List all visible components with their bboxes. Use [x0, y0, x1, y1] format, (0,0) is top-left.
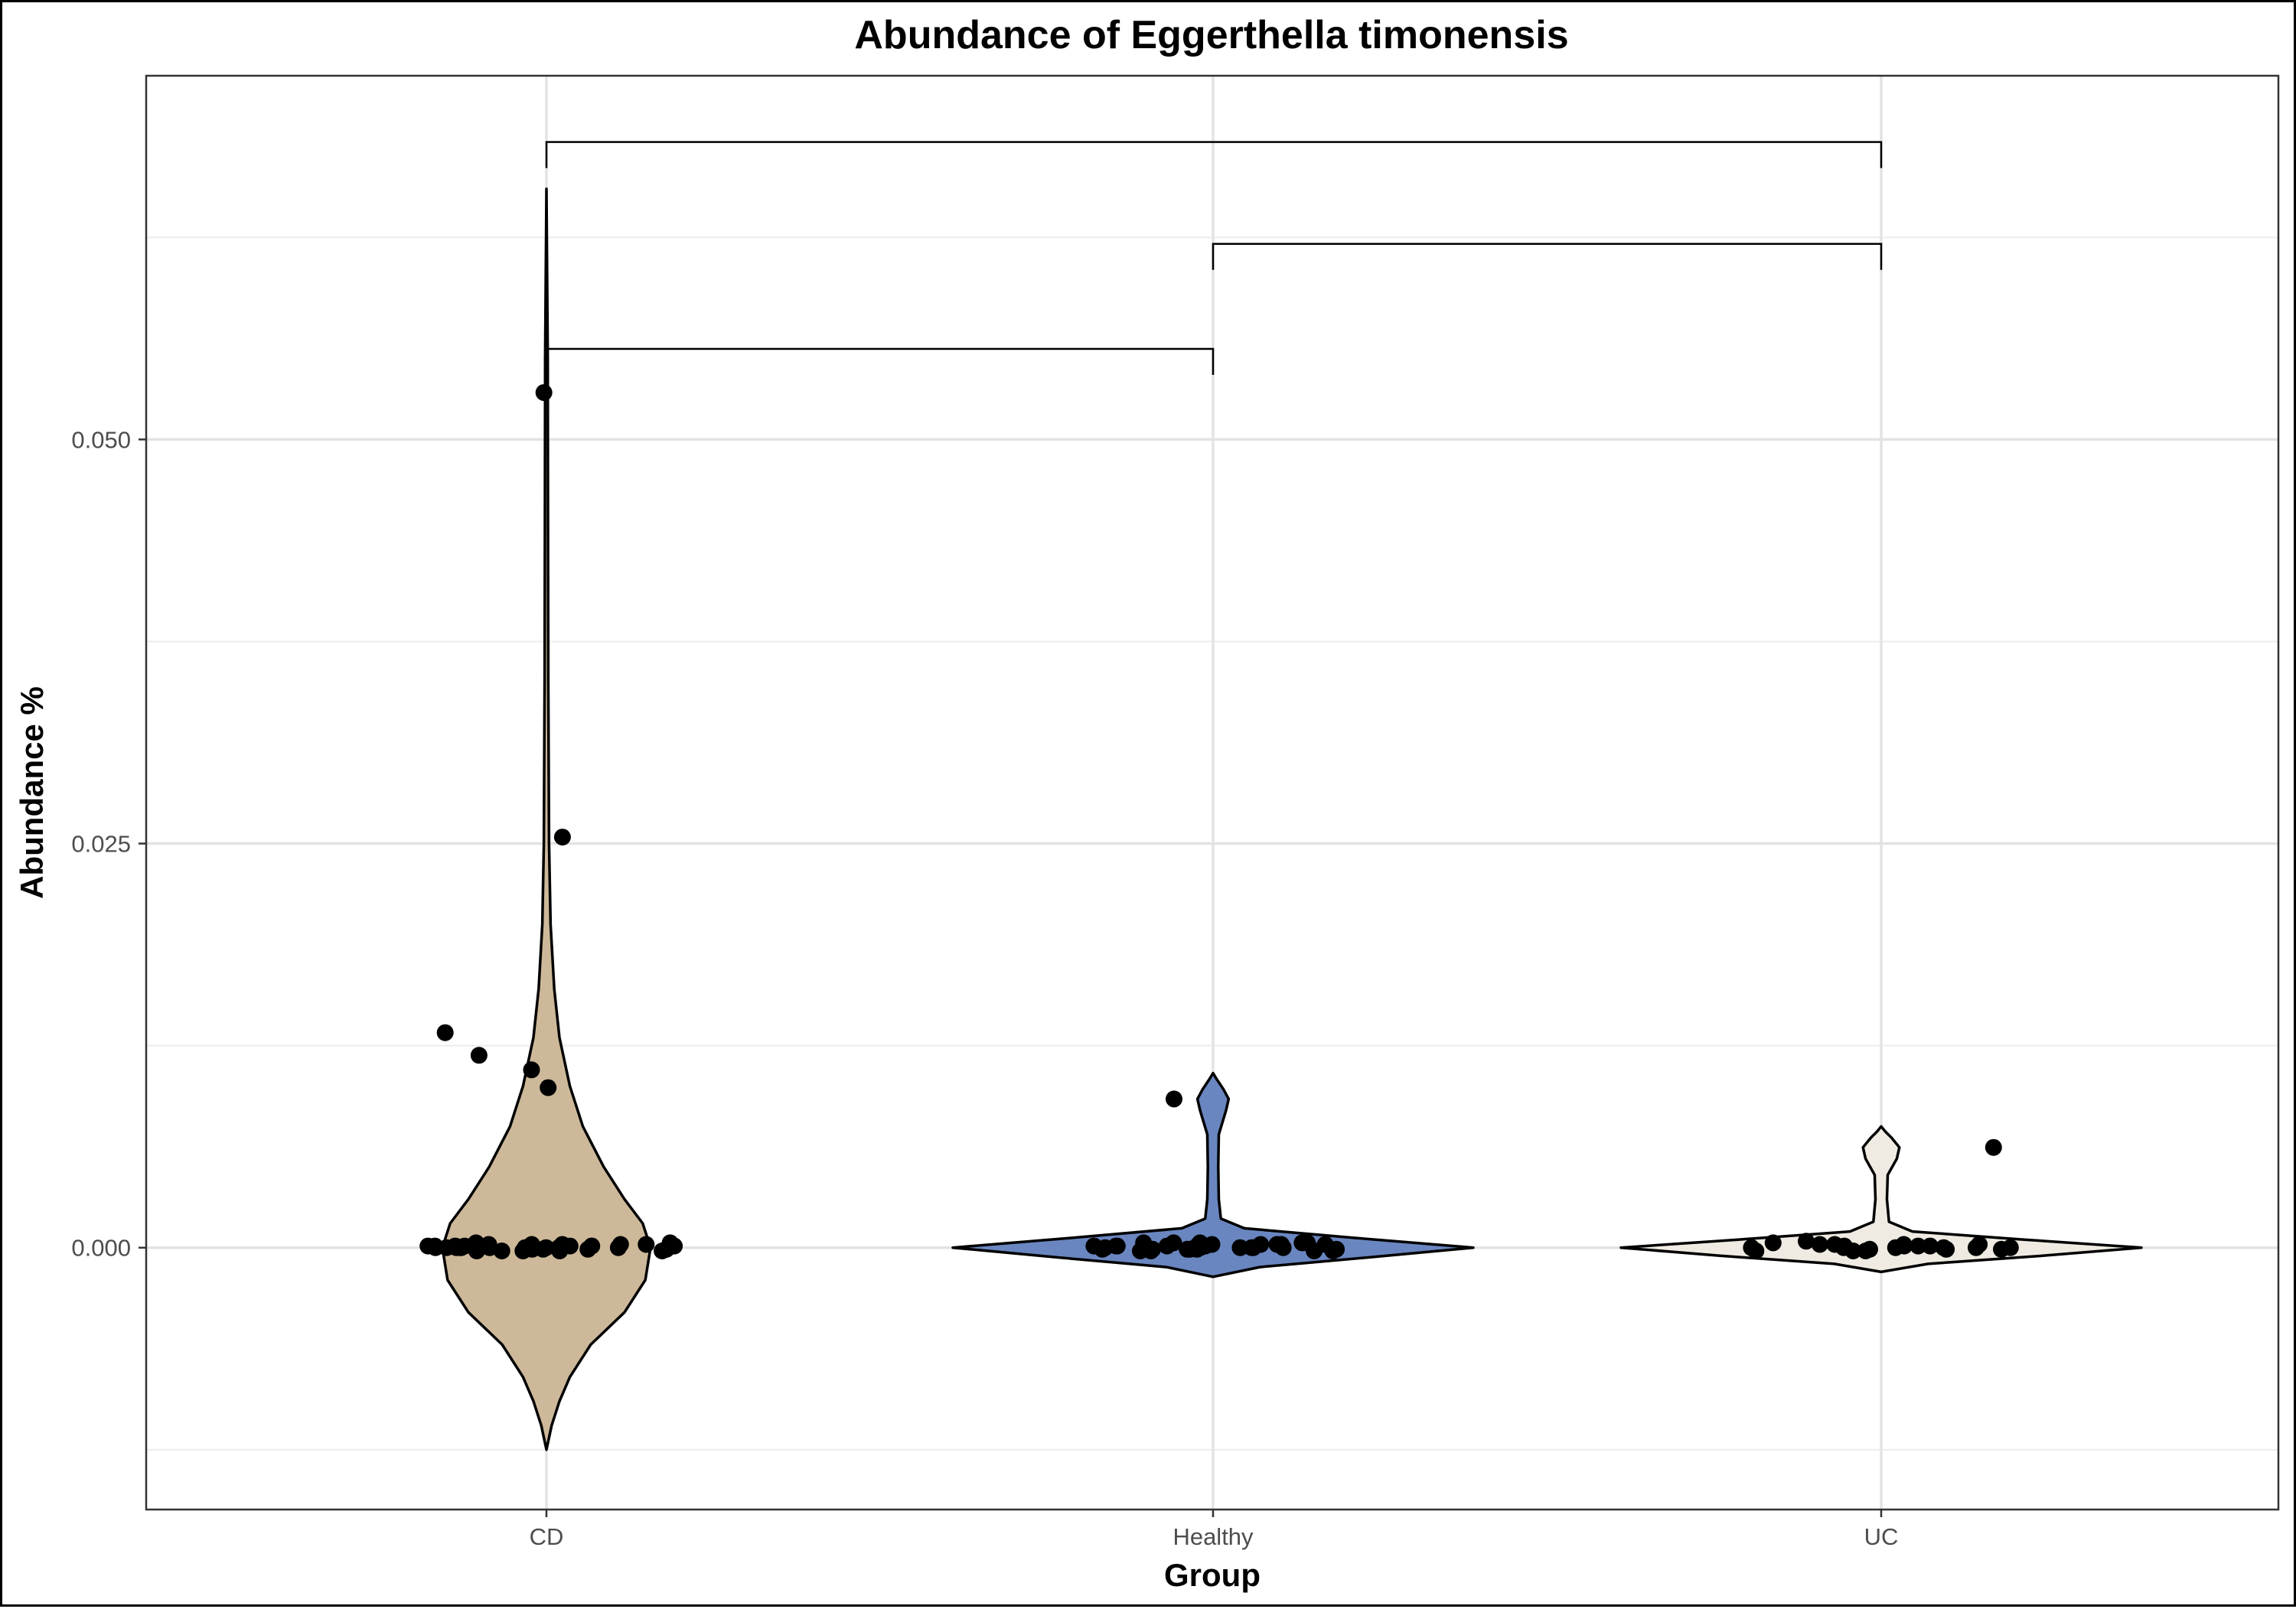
- data-point: [419, 1237, 437, 1255]
- data-point: [1166, 1090, 1182, 1108]
- violins: [441, 187, 2143, 1451]
- data-point: [493, 1243, 510, 1259]
- data-point: [436, 1024, 454, 1041]
- data-point: [1935, 1239, 1952, 1256]
- comparison-bracket: [545, 141, 1883, 168]
- data-point: [1985, 1138, 2002, 1156]
- data-point: [1231, 1239, 1249, 1256]
- violin-cd: [441, 187, 652, 1451]
- x-tick-label: UC: [1864, 1523, 1899, 1550]
- data-point: [638, 1236, 655, 1253]
- data-point: [446, 1237, 464, 1255]
- x-axis-title: Group: [1164, 1557, 1261, 1593]
- data-point: [535, 384, 553, 402]
- data-point: [1189, 1237, 1206, 1255]
- y-axis-ticks: 0.000 0.025 0.050: [71, 426, 146, 1262]
- data-point: [1896, 1237, 1913, 1255]
- x-axis-ticks: CD Healthy UC: [530, 1510, 1899, 1550]
- data-point: [1921, 1237, 1939, 1255]
- y-tick-label: 0.050: [71, 426, 131, 453]
- y-tick-label: 0.000: [71, 1235, 131, 1262]
- data-point: [1144, 1240, 1161, 1258]
- data-point: [523, 1240, 541, 1258]
- data-point: [2001, 1239, 2019, 1256]
- data-point: [1811, 1236, 1828, 1253]
- data-point: [609, 1239, 627, 1256]
- data-point: [553, 829, 571, 846]
- data-point: [1971, 1236, 1988, 1253]
- data-point: [583, 1237, 601, 1255]
- data-point: [1764, 1234, 1782, 1252]
- violin-healthy: [951, 1071, 1475, 1278]
- data-point: [1798, 1233, 1815, 1250]
- data-point: [468, 1234, 484, 1252]
- comparison-bracket: [545, 347, 1215, 376]
- chart-title: Abundance of Eggerthella timonensis: [854, 13, 1568, 57]
- x-tick-label: CD: [530, 1523, 564, 1550]
- data-point: [1910, 1237, 1927, 1255]
- data-point: [1158, 1237, 1176, 1255]
- data-point: [1085, 1237, 1103, 1255]
- data-point: [1299, 1234, 1316, 1252]
- comparison-bracket: [1212, 243, 1883, 270]
- data-point: [1861, 1240, 1878, 1258]
- x-tick-label: Healthy: [1172, 1523, 1254, 1550]
- data-point: [480, 1236, 497, 1253]
- data-point: [1243, 1239, 1261, 1256]
- y-tick-label: 0.025: [71, 831, 131, 858]
- data-point: [1107, 1237, 1125, 1255]
- data-point: [1274, 1239, 1292, 1256]
- data-point: [666, 1237, 683, 1255]
- data-point: [540, 1079, 557, 1096]
- data-points: [419, 384, 2019, 1259]
- y-axis-title: Abundance %: [14, 686, 50, 899]
- data-point: [1328, 1240, 1345, 1258]
- data-point: [1835, 1237, 1853, 1255]
- data-point: [550, 1239, 568, 1256]
- violin-uc: [1619, 1125, 2143, 1274]
- data-point: [523, 1061, 540, 1079]
- data-point: [470, 1047, 488, 1064]
- data-point: [1743, 1239, 1760, 1256]
